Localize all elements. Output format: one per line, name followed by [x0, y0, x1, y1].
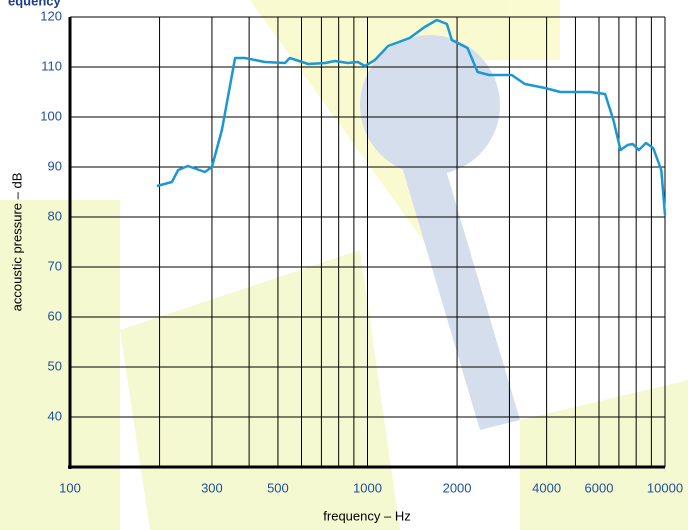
- y-tick-label: 110: [41, 58, 62, 73]
- y-tick-label: 80: [48, 208, 62, 223]
- x-tick-label: 6000: [585, 480, 614, 495]
- chart: equency accoustic pressure – dB frequenc…: [0, 0, 688, 530]
- y-tick-label: 60: [48, 308, 62, 323]
- y-tick-label: 100: [40, 108, 62, 123]
- x-tick-label: 2000: [443, 480, 472, 495]
- y-tick-label: 120: [40, 8, 62, 23]
- x-tick-label: 10000: [647, 480, 683, 495]
- y-tick-label: 40: [48, 408, 62, 423]
- x-tick-label: 1000: [353, 480, 382, 495]
- watermark: [0, 0, 688, 530]
- y-tick-label: 50: [48, 358, 62, 373]
- y-tick-label: 70: [48, 258, 62, 273]
- chart-title: equency: [8, 0, 62, 8]
- x-tick-label: 4000: [532, 480, 561, 495]
- y-axis-label: accoustic pressure – dB: [9, 173, 24, 312]
- x-tick-label: 100: [59, 480, 81, 495]
- x-axis-label: frequency – Hz: [323, 508, 410, 523]
- y-tick-label: 90: [48, 158, 62, 173]
- x-tick-label: 300: [201, 480, 223, 495]
- x-tick-label: 500: [267, 480, 289, 495]
